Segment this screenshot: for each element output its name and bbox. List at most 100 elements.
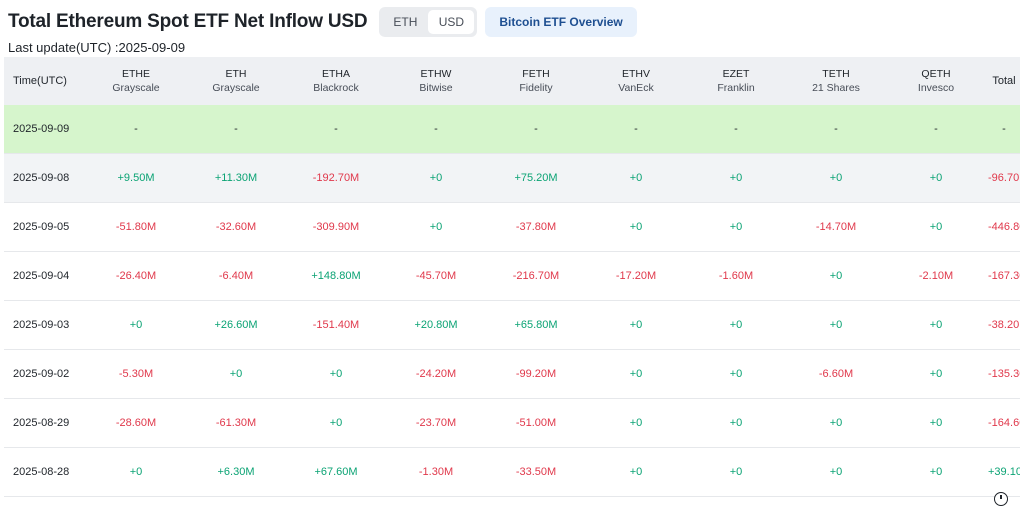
cell-teth: -6.60M xyxy=(788,349,884,399)
bitcoin-etf-overview-button[interactable]: Bitcoin ETF Overview xyxy=(485,7,637,37)
row-date: 2025-09-09 xyxy=(4,105,84,154)
cell-feth: -37.80M xyxy=(484,202,588,252)
header-issuer: 21 Shares xyxy=(812,82,860,94)
cell-feth: -33.50M xyxy=(484,447,588,497)
cell-qeth: - xyxy=(884,105,988,154)
etf-flow-table: Time(UTC) ETHE Grayscale ETH Grayscale ETHA B… xyxy=(4,57,1020,497)
cell-eth: - xyxy=(188,105,284,154)
cell-ethe: -28.60M xyxy=(84,398,188,448)
cell-feth: -216.70M xyxy=(484,251,588,301)
cell-ethv: +0 xyxy=(588,153,684,203)
cell-ethe: +9.50M xyxy=(84,153,188,203)
row-date: 2025-09-08 xyxy=(4,153,84,203)
cell-ethv: - xyxy=(588,105,684,154)
cell-eth: -6.40M xyxy=(188,251,284,301)
cell-etha: +148.80M xyxy=(284,251,388,301)
cell-ethv: +0 xyxy=(588,398,684,448)
cell-qeth: +0 xyxy=(884,349,988,399)
header-issuer: Franklin xyxy=(717,82,755,94)
row-date: 2025-08-29 xyxy=(4,398,84,448)
cell-etha: -309.90M xyxy=(284,202,388,252)
unit-toggle: ETH USD xyxy=(379,7,478,37)
cell-eth: +6.30M xyxy=(188,447,284,497)
cell-ethe: -5.30M xyxy=(84,349,188,399)
cell-ethv: +0 xyxy=(588,349,684,399)
header-issuer: Blackrock xyxy=(313,82,359,94)
cell-feth: -99.20M xyxy=(484,349,588,399)
cell-total: -96.70M xyxy=(988,153,1020,203)
table-row: 2025-09-09- - - - - - - - - - xyxy=(4,105,1020,154)
header-ethw: ETHW Bitwise xyxy=(388,57,484,105)
cell-etha: - xyxy=(284,105,388,154)
table-header-row: Time(UTC) ETHE Grayscale ETH Grayscale ETHA B… xyxy=(4,57,1020,105)
header-eth: ETH Grayscale xyxy=(188,57,284,105)
header-ticker: ETHW xyxy=(420,68,452,80)
table-row: 2025-09-04 -26.40M -6.40M +148.80M -45.70M -2… xyxy=(4,251,1020,301)
cell-total: -446.80M xyxy=(988,202,1020,252)
cell-total: -167.30M xyxy=(988,251,1020,301)
cell-etha: +0 xyxy=(284,349,388,399)
header-ticker: ETHV xyxy=(621,68,650,80)
settings-icon[interactable] xyxy=(994,492,1008,506)
cell-ethe: - xyxy=(84,105,188,154)
header-ticker: ETH xyxy=(225,68,247,80)
cell-eth: +26.60M xyxy=(188,300,284,350)
cell-ezet: +0 xyxy=(684,447,788,497)
toggle-eth-button[interactable]: ETH xyxy=(393,15,418,29)
cell-feth: - xyxy=(484,105,588,154)
header-issuer: Grayscale xyxy=(212,82,260,94)
cell-teth: - xyxy=(788,105,884,154)
cell-etha: -151.40M xyxy=(284,300,388,350)
etf-flow-table-container[interactable]: Time(UTC) ETHE Grayscale ETH Grayscale ETHA B… xyxy=(4,57,1020,506)
table-row: 2025-08-29 -28.60M -61.30M +0 -23.70M -51.00M… xyxy=(4,398,1020,448)
cell-ethv: +0 xyxy=(588,202,684,252)
cell-ethv: +0 xyxy=(588,447,684,497)
header-issuer: Fidelity xyxy=(519,82,553,94)
table-row: 2025-08-28 +0 +6.30M +67.60M -1.30M -33.50M +0… xyxy=(4,447,1020,497)
cell-ethv: -17.20M xyxy=(588,251,684,301)
header-teth: TETH 21 Shares xyxy=(788,57,884,105)
cell-ezet: +0 xyxy=(684,202,788,252)
cell-ethw: -45.70M xyxy=(388,251,484,301)
cell-teth: +0 xyxy=(788,300,884,350)
cell-ethw: -23.70M xyxy=(388,398,484,448)
header-issuer: Bitwise xyxy=(419,82,453,94)
row-date: 2025-09-02 xyxy=(4,349,84,399)
cell-ethw: +0 xyxy=(388,153,484,203)
cell-ethe: -26.40M xyxy=(84,251,188,301)
cell-ezet: +0 xyxy=(684,349,788,399)
header-issuer: Invesco xyxy=(917,82,955,94)
header-qeth: QETH Invesco xyxy=(884,57,988,105)
page-title: Total Ethereum Spot ETF Net Inflow USD xyxy=(8,11,368,32)
header: Total Ethereum Spot ETF Net Inflow USD E… xyxy=(8,7,637,37)
table-row: 2025-09-03 +0 +26.60M -151.40M +20.80M +65.80… xyxy=(4,300,1020,350)
header-issuer: Grayscale xyxy=(112,82,160,94)
cell-ethw: +20.80M xyxy=(388,300,484,350)
header-time: Time(UTC) xyxy=(4,57,84,105)
cell-etha: -192.70M xyxy=(284,153,388,203)
cell-eth: -32.60M xyxy=(188,202,284,252)
cell-ethe: -51.80M xyxy=(84,202,188,252)
cell-ethw: -24.20M xyxy=(388,349,484,399)
cell-etha: +67.60M xyxy=(284,447,388,497)
cell-eth: +0 xyxy=(188,349,284,399)
cell-ezet: -1.60M xyxy=(684,251,788,301)
cell-qeth: +0 xyxy=(884,447,988,497)
cell-qeth: +0 xyxy=(884,398,988,448)
header-ethv: ETHV VanEck xyxy=(588,57,684,105)
row-date: 2025-09-04 xyxy=(4,251,84,301)
last-update-text: Last update(UTC) :2025-09-09 xyxy=(8,40,186,55)
cell-teth: +0 xyxy=(788,251,884,301)
cell-teth: +0 xyxy=(788,153,884,203)
cell-feth: -51.00M xyxy=(484,398,588,448)
header-ticker: ETHA xyxy=(321,68,350,80)
cell-qeth: +0 xyxy=(884,202,988,252)
header-ticker: EZET xyxy=(722,68,750,80)
toggle-usd-button[interactable]: USD xyxy=(428,10,475,34)
header-ticker: TETH xyxy=(822,68,850,80)
table-row: 2025-09-08 +9.50M +11.30M -192.70M +0 +75.20M… xyxy=(4,153,1020,203)
header-ticker: ETHE xyxy=(121,68,150,80)
cell-total: -135.30M xyxy=(988,349,1020,399)
cell-total: +39.10M xyxy=(988,447,1020,497)
cell-ezet: - xyxy=(684,105,788,154)
